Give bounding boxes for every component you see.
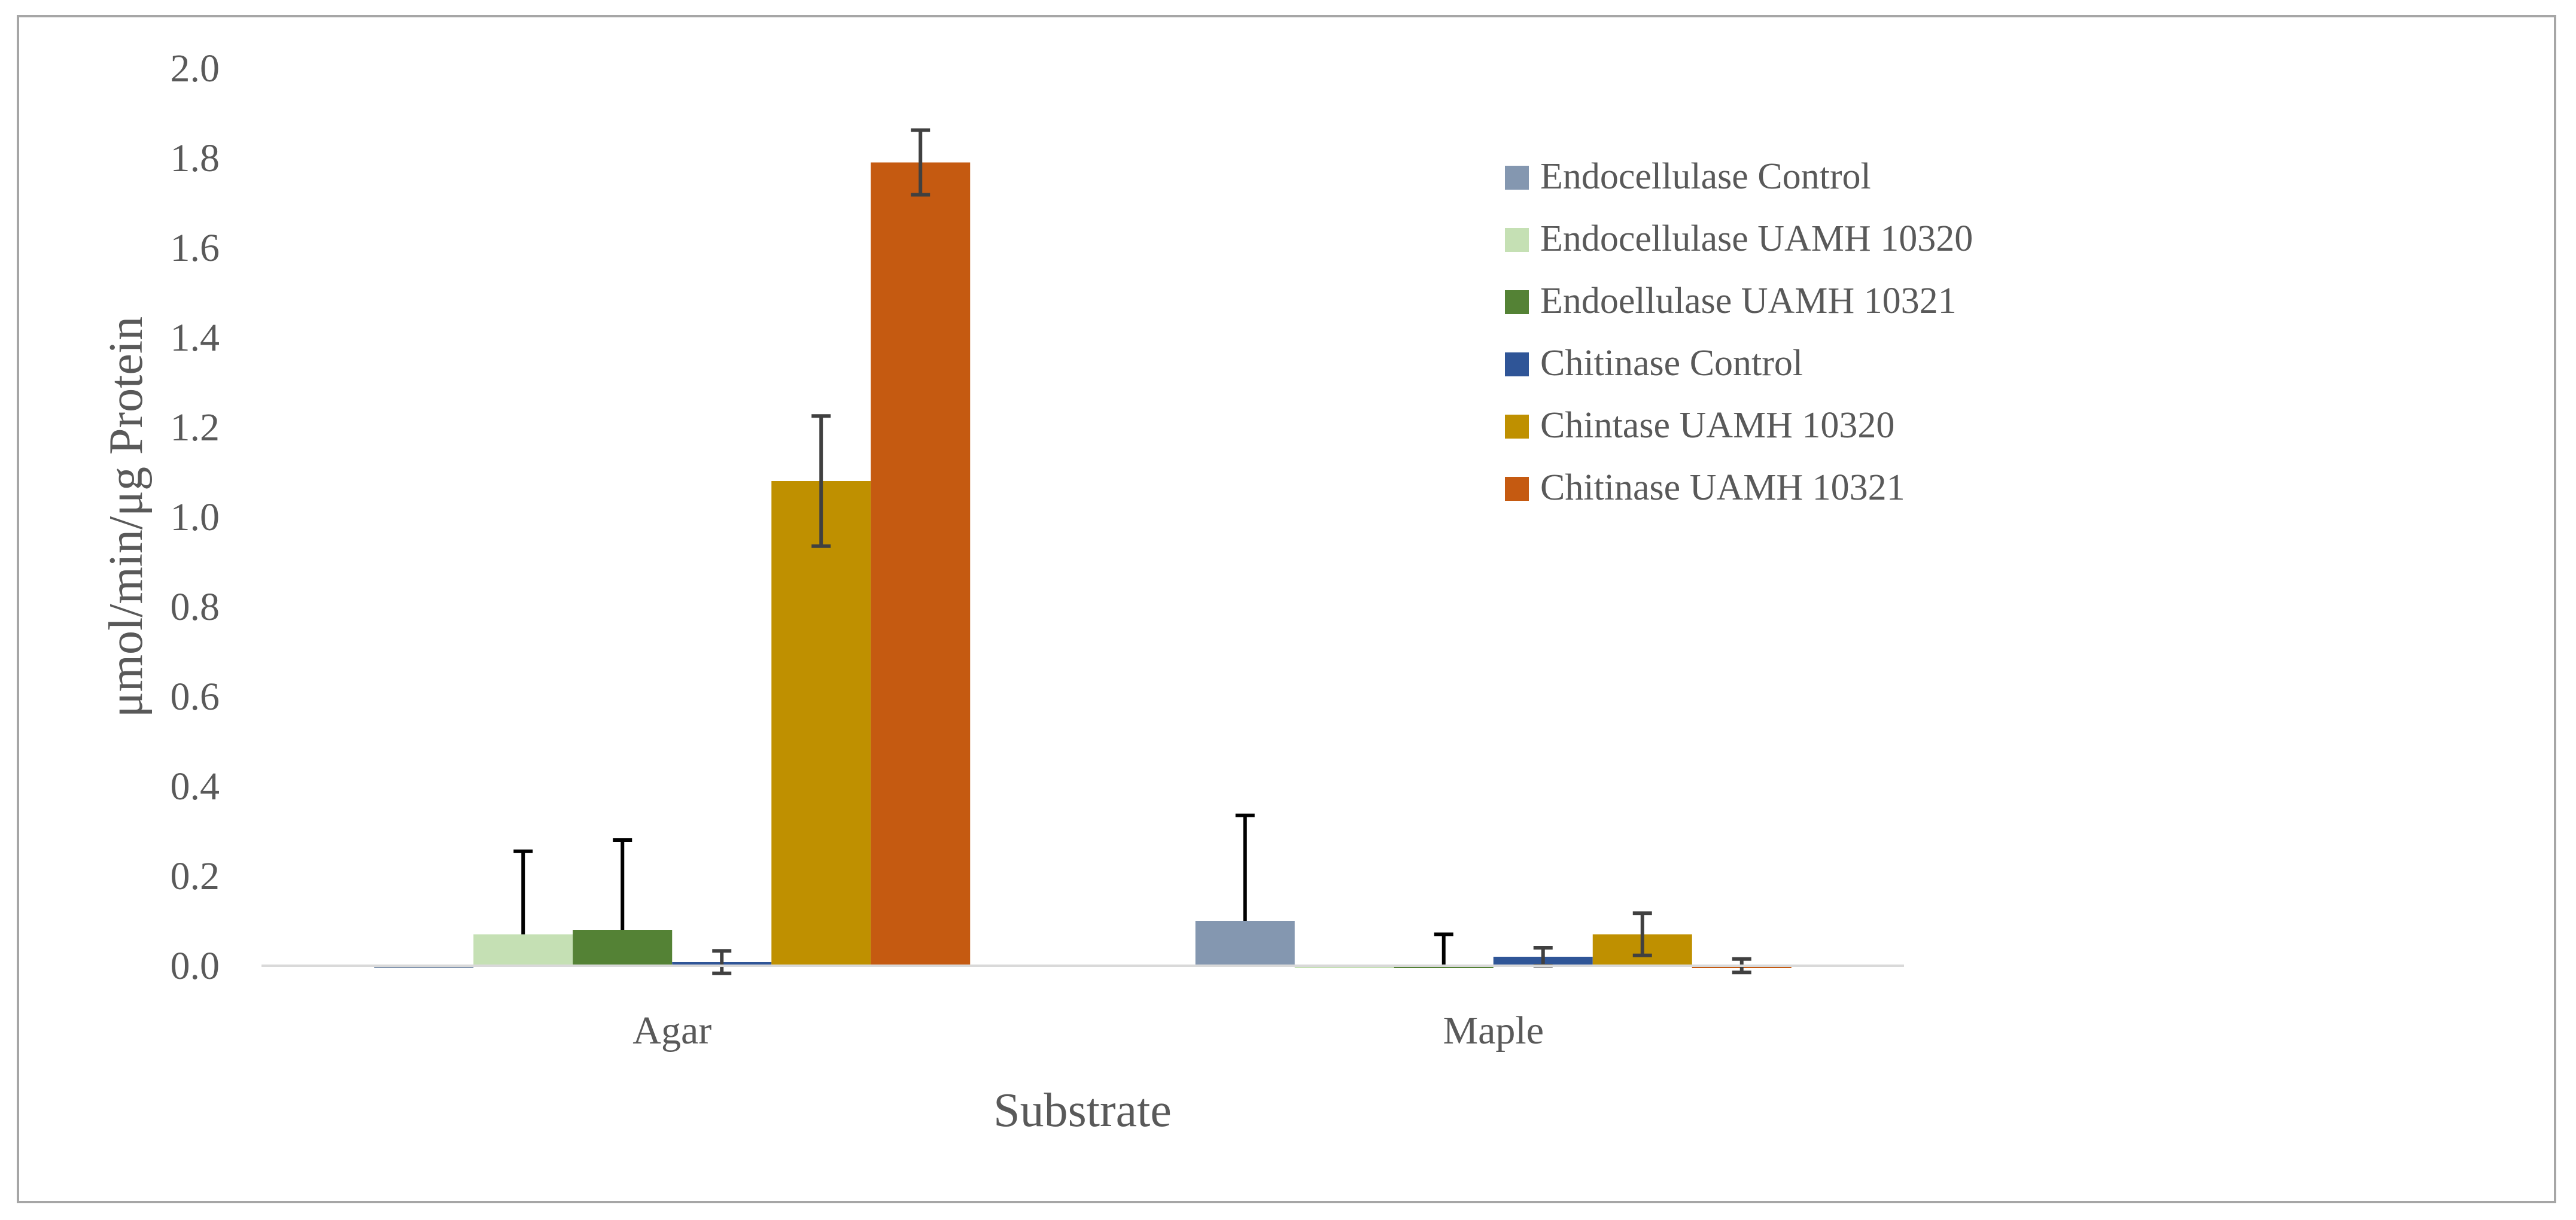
x-axis-ticks: Agar Maple [632,1009,1544,1052]
bar [1195,921,1295,966]
y-tick-label: 2.0 [171,47,220,90]
legend-label: Chintase UAMH 10320 [1540,405,1894,446]
bar [473,934,573,966]
legend-swatch [1505,477,1529,501]
y-tick-label: 0.8 [171,585,220,629]
bars-group [374,162,1792,968]
y-axis-title: μmol/min/μg Protein [100,317,153,717]
bar-chart: 0.0 0.2 0.4 0.6 0.8 1.0 1.2 1.4 1.6 1.8 2.0 Agar Ma… [100,47,1973,1137]
y-tick-label: 0.6 [171,675,220,719]
error-bars-group [513,128,1751,975]
bar [771,481,871,966]
legend-swatch [1505,290,1529,314]
y-tick-label: 1.0 [171,495,220,539]
y-axis-ticks: 0.0 0.2 0.4 0.6 0.8 1.0 1.2 1.4 1.6 1.8 2.0 [171,47,220,988]
legend-swatch [1505,166,1529,190]
y-tick-label: 1.6 [171,226,220,270]
legend-label: Chitinase UAMH 10321 [1540,467,1905,508]
legend-swatch [1505,352,1529,376]
chart-frame: 0.0 0.2 0.4 0.6 0.8 1.0 1.2 1.4 1.6 1.8 2.0 Agar Ma… [17,15,2556,1203]
y-tick-label: 1.4 [171,316,220,360]
y-tick-label: 0.4 [171,765,220,808]
legend-label: Endoellulase UAMH 10321 [1540,281,1957,321]
legend-label: Chitinase Control [1540,343,1803,384]
x-axis-title: Substrate [993,1084,1172,1137]
bar [871,162,971,966]
y-tick-label: 0.2 [171,854,220,898]
y-tick-label: 0.0 [171,944,220,988]
x-tick-label: Maple [1443,1009,1544,1052]
legend-swatch [1505,415,1529,439]
legend-swatch [1505,228,1529,252]
legend-label: Endocellulase Control [1540,156,1871,197]
legend: Endocellulase Control Endocellulase UAMH … [1505,156,1973,508]
bar [573,930,673,966]
x-tick-label: Agar [632,1009,711,1052]
y-tick-label: 1.8 [171,136,220,180]
legend-label: Endocellulase UAMH 10320 [1540,218,1973,259]
y-tick-label: 1.2 [171,406,220,449]
